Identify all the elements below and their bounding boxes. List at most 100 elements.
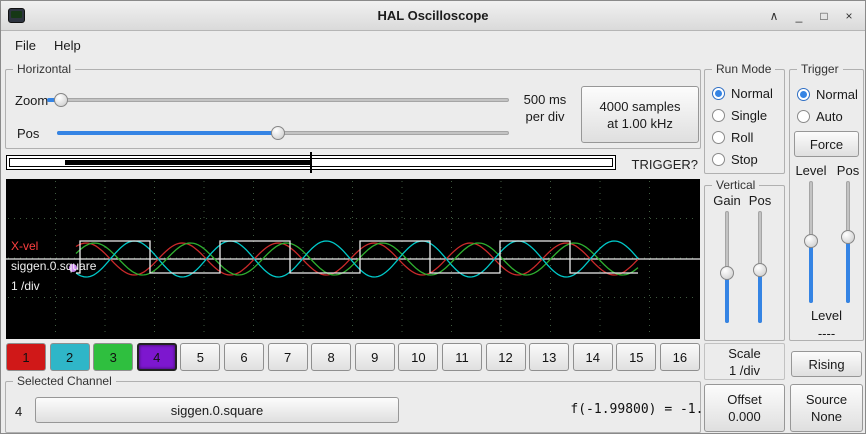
run-mode-group: Run Mode <box>704 62 785 174</box>
radio-stop[interactable]: Stop <box>712 151 773 167</box>
run-mode-group-title: Run Mode <box>712 62 776 77</box>
scale-label: Scale <box>728 345 761 361</box>
trigger-pos-label: Pos <box>836 163 860 178</box>
channel-button-1[interactable]: 1 <box>6 343 46 371</box>
radio-icon <box>797 109 810 123</box>
trigger-group-title: Trigger <box>797 62 843 77</box>
trigger-source-button[interactable]: Source None <box>790 384 863 432</box>
trigger-source-label: Source <box>805 392 848 407</box>
offset-label: Offset <box>727 392 762 407</box>
channel-button-4[interactable]: 4 <box>136 343 177 371</box>
titlebar[interactable]: HAL Oscilloscope ∧ _ □ × <box>1 1 865 31</box>
minimize-button[interactable]: _ <box>795 8 803 23</box>
slider-fill <box>57 131 279 135</box>
horizontal-pos-slider[interactable] <box>57 125 509 141</box>
selected-channel-name-button[interactable]: siggen.0.square <box>35 397 399 423</box>
force-trigger-button[interactable]: Force <box>794 131 859 157</box>
radio-single[interactable]: Single <box>712 107 773 123</box>
zoom-slider[interactable] <box>47 92 509 108</box>
run-mode-options: Normal Single Roll Stop <box>712 85 773 167</box>
channel-button-7[interactable]: 7 <box>267 343 308 371</box>
channel-button-14[interactable]: 14 <box>572 343 613 371</box>
radio-roll[interactable]: Roll <box>712 129 773 145</box>
zoom-label: Zoom <box>15 93 49 108</box>
vertical-gain-label: Gain <box>713 193 741 208</box>
scope-label: X-vel <box>11 239 39 253</box>
scale-value: 1 /div <box>728 362 761 378</box>
window-title: HAL Oscilloscope <box>377 8 489 23</box>
force-label: Force <box>809 136 844 152</box>
maximize-button[interactable]: □ <box>820 8 828 23</box>
radio-label: Stop <box>731 151 758 167</box>
horizontal-group: Horizontal <box>5 62 701 149</box>
radio-icon <box>712 152 725 166</box>
menubar: File Help <box>1 32 865 58</box>
timebase-unit: per div <box>525 109 565 124</box>
trigger-edge-button[interactable]: Rising <box>791 351 862 377</box>
channel-button-10[interactable]: 10 <box>398 343 439 371</box>
scope-svg <box>6 181 700 337</box>
shade-window-button[interactable]: ∧ <box>769 8 779 23</box>
timebase-readout: 500 ms per div <box>513 91 577 125</box>
radio-icon <box>712 130 725 144</box>
channel-row: 1 2 3 4 5 6 7 8 9 10 11 12 13 14 15 16 <box>6 343 700 371</box>
samples-button[interactable]: 4000 samples at 1.00 kHz <box>581 86 699 143</box>
timebase-value: 500 ms <box>523 92 567 107</box>
slider-fill <box>809 240 813 303</box>
record-view-segment <box>65 160 311 165</box>
offset-value: 0.000 <box>728 409 761 424</box>
slider-handle[interactable] <box>53 93 68 107</box>
radio-label: Normal <box>816 86 858 102</box>
vertical-group-title: Vertical <box>712 178 760 193</box>
menu-help[interactable]: Help <box>53 37 81 53</box>
slider-handle[interactable] <box>720 265 734 280</box>
channel-button-15[interactable]: 15 <box>616 343 657 371</box>
channel-button-6[interactable]: 6 <box>223 343 264 371</box>
slider-groove <box>47 98 509 102</box>
app-icon <box>8 8 25 23</box>
trigger-position-marker[interactable] <box>310 152 312 173</box>
channel-button-9[interactable]: 9 <box>354 343 395 371</box>
selected-channel-group: Selected Channel <box>5 374 701 433</box>
record-preview-bar[interactable] <box>6 152 616 173</box>
channel-button-16[interactable]: 16 <box>659 343 700 371</box>
channel-button-13[interactable]: 13 <box>529 343 570 371</box>
slider-handle[interactable] <box>271 126 286 140</box>
selected-channel-number: 4 <box>15 404 23 419</box>
radio-selected-icon <box>797 87 810 101</box>
channel-button-2[interactable]: 2 <box>49 343 90 371</box>
selected-channel-name: siggen.0.square <box>170 402 264 418</box>
channel-button-11[interactable]: 11 <box>441 343 482 371</box>
channel-button-5[interactable]: 5 <box>180 343 221 371</box>
radio-auto[interactable]: Auto <box>797 108 858 124</box>
vertical-pos-slider[interactable] <box>752 211 768 323</box>
trigger-level-label: Level <box>795 163 827 178</box>
scope-display: X-vel siggen.0.square 1 /div <box>6 179 700 339</box>
trigger-pos-slider[interactable] <box>840 181 856 303</box>
menu-file[interactable]: File <box>15 37 36 53</box>
channel-button-12[interactable]: 12 <box>485 343 526 371</box>
offset-button[interactable]: Offset 0.000 <box>704 384 785 432</box>
slider-handle[interactable] <box>804 233 818 248</box>
trigger-group: Trigger <box>789 62 864 341</box>
radio-label: Single <box>731 107 768 123</box>
trigger-level-slider[interactable] <box>803 181 819 303</box>
channel-button-8[interactable]: 8 <box>311 343 352 371</box>
close-button[interactable]: × <box>845 8 853 23</box>
pos-label: Pos <box>17 126 40 141</box>
radio-normal[interactable]: Normal <box>712 85 773 101</box>
slider-fill <box>758 270 762 323</box>
trigger-mode-options: Normal Auto <box>797 86 858 124</box>
radio-normal[interactable]: Normal <box>797 86 858 102</box>
trigger-source-value: None <box>810 409 843 424</box>
channel-button-3[interactable]: 3 <box>93 343 134 371</box>
samples-line1: 4000 samples <box>599 98 681 114</box>
scope-label: 1 /div <box>11 279 40 293</box>
selected-channel-group-title: Selected Channel <box>13 374 116 389</box>
trigger-level-caption: Level <box>810 308 843 323</box>
slider-handle[interactable] <box>841 230 855 245</box>
radio-selected-icon <box>712 86 725 100</box>
vertical-gain-slider[interactable] <box>719 211 735 323</box>
slider-handle[interactable] <box>753 263 767 278</box>
